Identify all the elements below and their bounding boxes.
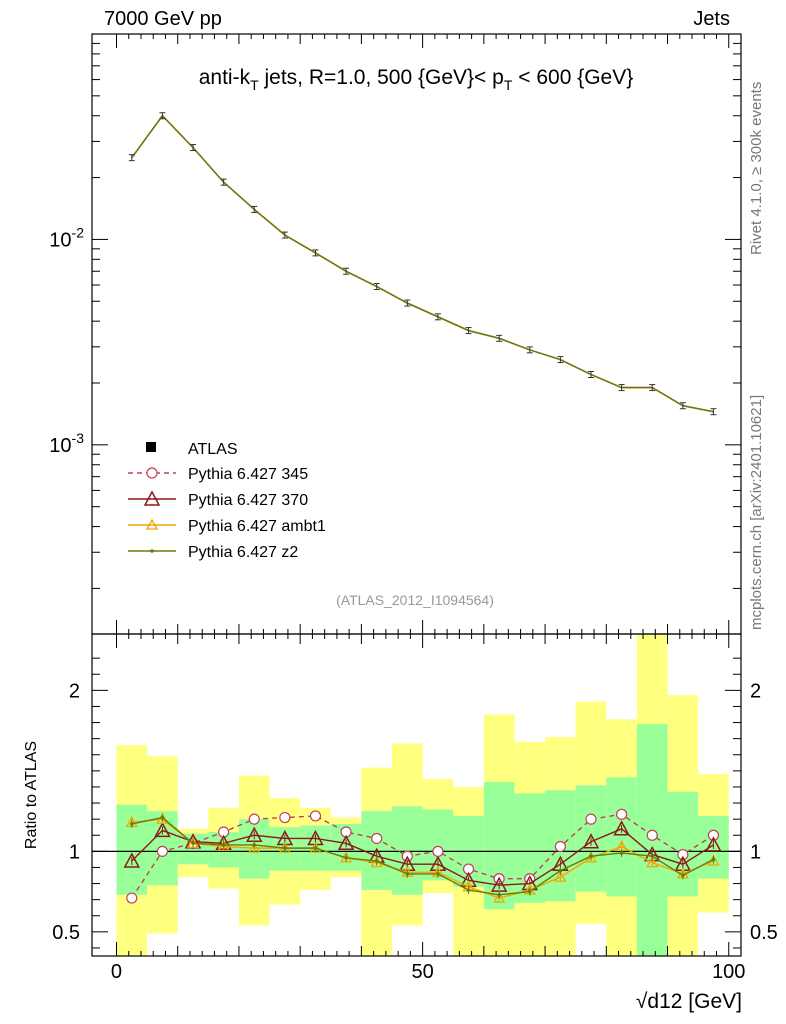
band-green-bin xyxy=(483,782,515,910)
y-axis-ticks-main xyxy=(92,33,741,589)
analysis-id: (ATLAS_2012_I1094564) xyxy=(336,592,494,608)
legend-label: ATLAS xyxy=(188,441,238,458)
legend-marker xyxy=(145,518,159,530)
legend-label: Pythia 6.427 ambt1 xyxy=(188,518,326,535)
ratio-point xyxy=(432,845,444,857)
y-tick-label-ratio: 2 xyxy=(69,680,80,702)
ratio-frame xyxy=(91,633,742,957)
ratio-point xyxy=(613,820,630,836)
ratio-point xyxy=(160,815,165,820)
ratio-point xyxy=(221,843,226,847)
ratio-point xyxy=(705,836,722,852)
y-tick-label-ratio-right: 1 xyxy=(750,841,761,863)
ratio-point xyxy=(123,852,141,868)
ratio-point xyxy=(217,840,230,852)
legend: ATLAS Pythia 6.427 345 Pythia 6.427 370 Pyt… xyxy=(128,441,326,561)
ratio-point xyxy=(283,846,287,850)
ratio-point xyxy=(558,868,563,873)
ratio-point xyxy=(466,888,471,892)
main-line-2 xyxy=(131,114,714,413)
ratio-point xyxy=(337,834,355,851)
y-tick-label-ratio-right: 2 xyxy=(750,680,761,702)
ratio-point xyxy=(527,889,532,894)
x-axis-label: √d12 [GeV] xyxy=(636,990,742,1013)
y-axis-label-ratio: Ratio to ATLAS xyxy=(23,741,40,849)
ratio-point xyxy=(497,893,501,897)
ratio-point xyxy=(619,851,624,855)
legend-label: Pythia 6.427 370 xyxy=(188,492,308,509)
ratio-point xyxy=(309,810,322,822)
y-axis-ticks-ratio xyxy=(92,657,741,949)
uncertainty-bands xyxy=(116,634,729,956)
y-tick-label-ratio-right: 0.5 xyxy=(750,922,778,944)
legend-marker xyxy=(146,467,158,479)
legend-marker xyxy=(143,490,161,506)
ratio-point xyxy=(156,845,169,857)
ratio-point xyxy=(677,848,689,861)
band-green-bin xyxy=(606,777,637,897)
ratio-series xyxy=(123,808,722,904)
x-axis-ticks xyxy=(115,34,730,956)
ratio-point xyxy=(554,870,567,882)
ratio-point xyxy=(493,891,506,903)
legend-label: Pythia 6.427 345 xyxy=(188,466,308,483)
ratio-point xyxy=(436,872,440,876)
ratio-line-2 xyxy=(131,818,714,899)
legend-marker xyxy=(150,549,154,553)
ratio-point xyxy=(374,859,379,863)
legend-marker-atlas xyxy=(146,442,156,452)
main-line-1 xyxy=(131,114,714,413)
legend-label: Pythia 6.427 z2 xyxy=(188,544,298,561)
main-series xyxy=(128,112,717,416)
ratio-point xyxy=(344,855,348,860)
y-tick-label-main: 10-3 xyxy=(49,430,84,457)
ratio-point xyxy=(252,843,257,847)
y-tick-label-ratio: 0.5 xyxy=(52,922,80,944)
ratio-point xyxy=(248,813,260,825)
ratio-point xyxy=(154,821,171,838)
band-green-bin xyxy=(392,806,423,895)
ratio-point xyxy=(681,873,685,878)
ratio-point xyxy=(248,841,261,853)
ratio-point xyxy=(707,829,720,841)
ratio-point xyxy=(646,829,658,841)
x-tick-label: 100 xyxy=(712,961,745,983)
ratio-point xyxy=(711,857,716,862)
ratio-point xyxy=(405,872,410,876)
y-tick-label-main: 10-2 xyxy=(49,224,84,251)
ratio-point xyxy=(313,846,318,850)
ratio-point xyxy=(589,854,593,858)
ratio-point xyxy=(129,822,134,826)
ratio-point xyxy=(646,856,659,868)
ratio-point xyxy=(616,808,628,820)
x-tick-label: 50 xyxy=(411,961,433,983)
header-left: 7000 GeV pp xyxy=(104,8,222,30)
ratio-line-3 xyxy=(131,816,714,896)
ratio-point xyxy=(582,833,600,849)
ratio-point xyxy=(126,892,138,904)
chart-title: anti-kT jets, R=1.0, 500 {GeV}< pT < 600… xyxy=(199,66,634,93)
y-tick-label-ratio: 1 xyxy=(69,841,80,863)
ratio-point xyxy=(554,840,566,853)
band-green-bin xyxy=(667,791,699,897)
header-right: Jets xyxy=(693,8,730,30)
x-tick-label: 0 xyxy=(111,961,122,983)
main-line-0 xyxy=(131,114,714,413)
ratio-point xyxy=(279,811,291,824)
ratio-point xyxy=(191,841,195,846)
ratio-point xyxy=(371,832,383,845)
main-line-3 xyxy=(131,114,714,413)
ratio-point xyxy=(650,854,655,858)
ratio-point xyxy=(585,813,597,825)
